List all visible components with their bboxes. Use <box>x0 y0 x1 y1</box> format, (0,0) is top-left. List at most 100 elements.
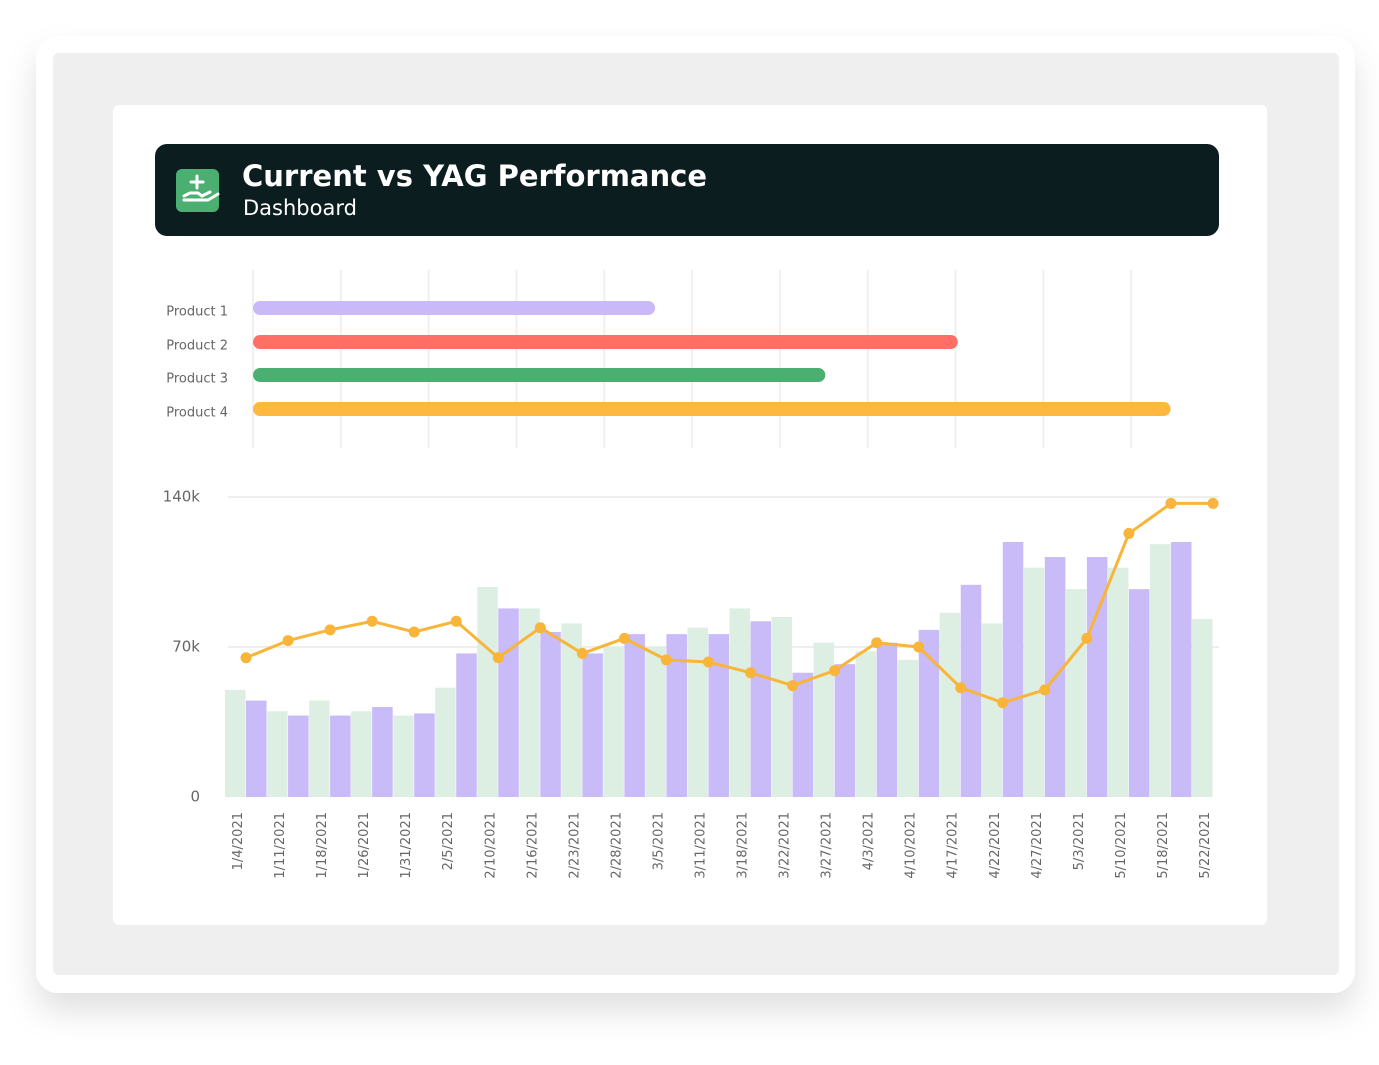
product-chart: Product 1 Product 2 Product 3 Product 4 <box>166 270 1171 448</box>
x-tick-label: 3/18/2021 <box>736 812 751 879</box>
x-tick-label: 4/17/2021 <box>946 812 961 879</box>
bar <box>603 647 624 797</box>
bar <box>918 629 940 797</box>
x-tick-label: 5/3/2021 <box>1072 812 1087 870</box>
line-point <box>366 615 378 627</box>
x-tick-label: 4/10/2021 <box>904 812 919 879</box>
x-tick-label: 1/4/2021 <box>231 812 246 870</box>
bar <box>435 687 456 797</box>
line-point <box>1081 632 1093 644</box>
category-label: Product 2 <box>166 339 228 354</box>
bar <box>708 634 730 797</box>
line <box>245 501 1213 705</box>
x-tick-label: 4/3/2021 <box>862 812 877 870</box>
bar <box>834 664 856 797</box>
bar <box>687 627 708 797</box>
x-tick-label: 1/11/2021 <box>273 812 288 879</box>
line-point <box>787 680 799 692</box>
bar <box>498 608 519 797</box>
bar <box>393 715 414 797</box>
bar <box>477 587 498 797</box>
bar <box>351 711 372 797</box>
bar <box>1128 589 1150 797</box>
bar <box>246 700 267 797</box>
bar <box>225 689 246 797</box>
x-tick-label: 1/31/2021 <box>399 812 414 879</box>
line-point <box>1123 527 1135 539</box>
bar <box>1170 542 1192 797</box>
line-point <box>660 654 672 666</box>
x-tick-label: 3/5/2021 <box>651 812 666 870</box>
trend-chart: 0 70k 140k 1/4/2021 1/11/2021 1/18/2021 1/26/2… <box>163 488 1219 879</box>
bar <box>771 617 793 797</box>
bar <box>540 632 561 797</box>
bar <box>253 301 656 315</box>
line-point <box>282 635 294 647</box>
bar <box>813 642 835 797</box>
x-tick-label: 3/22/2021 <box>778 812 793 879</box>
bar <box>519 608 540 797</box>
line-point <box>702 656 714 668</box>
line-point <box>955 682 967 694</box>
x-tick-label: 2/28/2021 <box>609 812 624 879</box>
bar <box>1023 567 1045 797</box>
bar <box>253 368 826 382</box>
x-tick-label: 4/22/2021 <box>988 812 1003 879</box>
x-tick-label: 2/5/2021 <box>441 812 456 870</box>
x-tick-label: 5/10/2021 <box>1114 812 1129 879</box>
bar <box>624 634 645 797</box>
bar <box>1065 589 1087 797</box>
x-tick-label: 5/18/2021 <box>1156 812 1171 879</box>
bar <box>729 608 751 797</box>
line-point <box>450 615 462 627</box>
category-label: Product 1 <box>166 305 228 320</box>
bar <box>561 623 582 797</box>
y-tick-label: 0 <box>190 788 200 806</box>
bar <box>897 659 919 797</box>
line-point <box>492 652 504 664</box>
bar <box>330 715 351 797</box>
line-point <box>829 665 841 677</box>
x-tick-label: 2/10/2021 <box>483 812 498 879</box>
header <box>155 144 1219 236</box>
line-point <box>1207 497 1219 509</box>
x-tick-label: 3/27/2021 <box>820 812 835 879</box>
bar <box>855 651 877 797</box>
bar <box>1149 544 1171 797</box>
line-point <box>534 622 546 634</box>
line-point <box>408 626 420 638</box>
bar <box>414 713 435 797</box>
header-title: Current vs YAG Performance <box>242 159 707 193</box>
x-tick-label: 3/11/2021 <box>693 812 708 879</box>
header-subtitle: Dashboard <box>243 196 357 220</box>
bar <box>1191 619 1213 797</box>
line-point <box>324 624 336 636</box>
bar <box>253 402 1171 416</box>
y-tick-label: 140k <box>163 488 201 506</box>
bar <box>456 653 477 797</box>
bar <box>1107 567 1129 797</box>
line-point <box>618 632 630 644</box>
x-tick-label: 2/23/2021 <box>567 812 582 879</box>
bar <box>1086 557 1108 797</box>
x-tick-label: 5/22/2021 <box>1198 812 1213 879</box>
bar <box>288 715 309 797</box>
line-point <box>240 652 252 664</box>
line-point <box>871 637 883 649</box>
bar <box>645 647 666 797</box>
line-point <box>1039 684 1051 696</box>
bar <box>267 711 288 797</box>
bar <box>309 700 330 797</box>
bar <box>939 612 961 797</box>
line-point <box>913 641 925 653</box>
bar <box>876 642 898 797</box>
x-tick-label: 1/26/2021 <box>357 812 372 879</box>
bar <box>582 653 603 797</box>
icon-glyph <box>182 174 220 202</box>
x-tick-label: 2/16/2021 <box>525 812 540 879</box>
line-point <box>576 647 588 659</box>
line-point <box>745 667 757 679</box>
bar <box>750 621 772 797</box>
